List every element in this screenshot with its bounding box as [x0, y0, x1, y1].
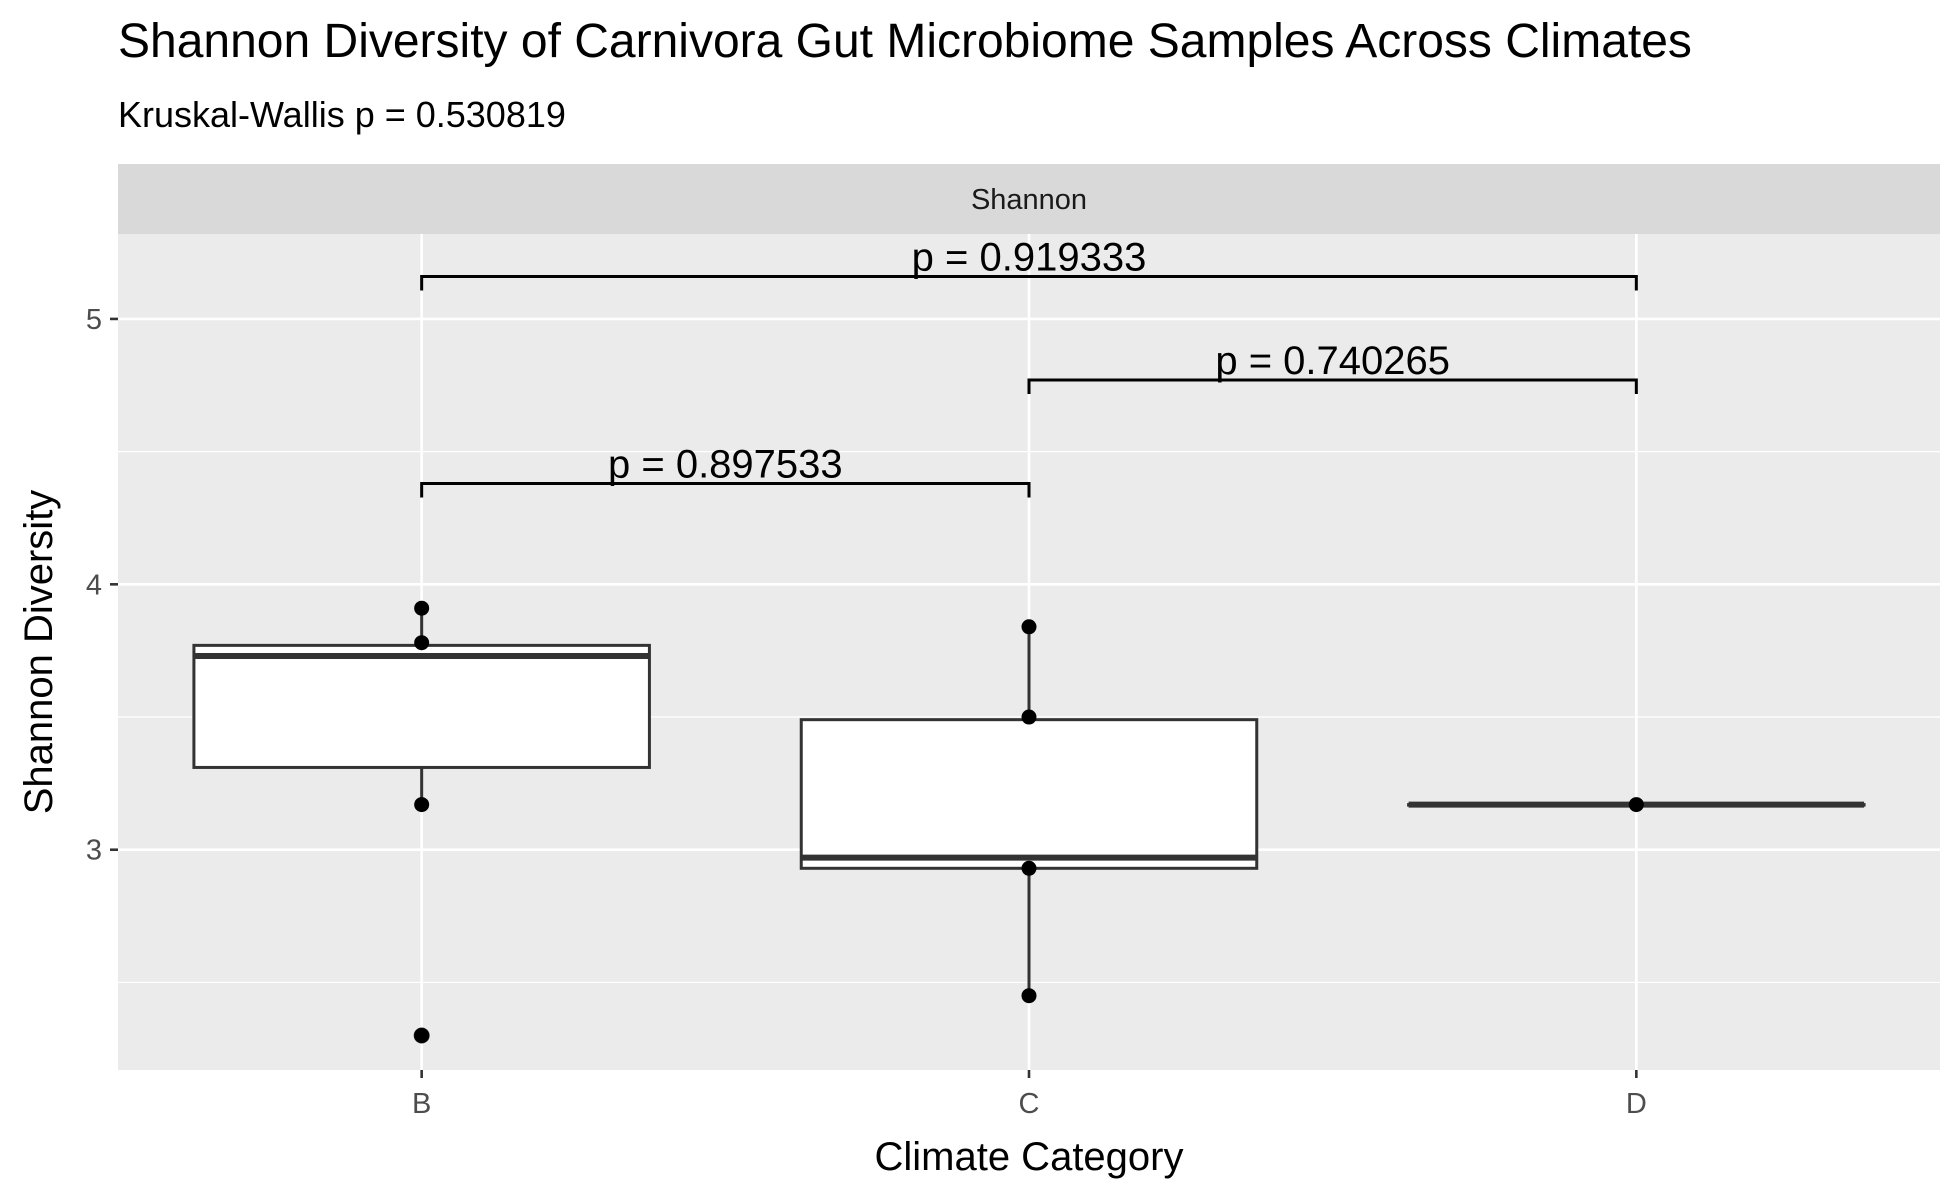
y-tick-label: 3	[86, 835, 102, 867]
facet-strip	[118, 164, 1940, 234]
y-tick-label: 5	[86, 304, 102, 336]
comparison-bracket	[420, 481, 1031, 498]
comparison-bracket	[1027, 378, 1638, 394]
data-point	[414, 797, 430, 813]
comparison-p-value-label: p = 0.897533	[608, 442, 843, 486]
data-point	[1021, 988, 1037, 1004]
x-tick-label: B	[412, 1088, 431, 1120]
y-tick-label: 4	[86, 569, 102, 601]
comparison-bracket	[420, 274, 1638, 291]
box-body	[799, 718, 1259, 870]
data-point	[414, 600, 430, 616]
y-axis-title: Shannon Diversity	[17, 490, 61, 815]
x-axis-title: Climate Category	[874, 1135, 1183, 1179]
chart-title: Shannon Diversity of Carnivora Gut Micro…	[118, 15, 1692, 68]
x-tick-label: D	[1626, 1088, 1647, 1120]
data-point	[1021, 709, 1037, 725]
box-body	[192, 643, 651, 769]
data-point	[414, 635, 430, 651]
comparison-p-value-label: p = 0.740265	[1215, 339, 1450, 383]
data-point	[414, 1027, 430, 1043]
data-point	[1628, 797, 1644, 813]
x-tick-label: C	[1019, 1088, 1040, 1120]
facet-strip-label: Shannon	[971, 184, 1087, 216]
chart-subtitle: Kruskal-Wallis p = 0.530819	[118, 94, 566, 135]
data-point	[1021, 619, 1037, 635]
data-point	[1021, 860, 1037, 876]
comparison-p-value-label: p = 0.919333	[912, 235, 1147, 279]
